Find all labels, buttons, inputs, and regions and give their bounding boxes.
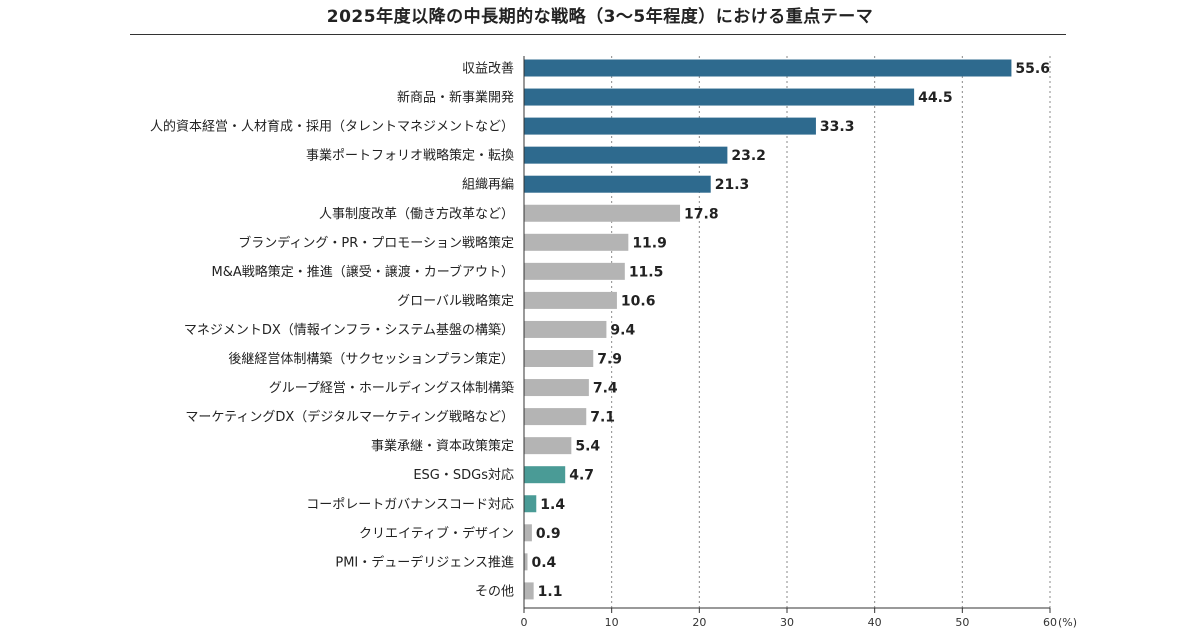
category-label: マネジメントDX（情報インフラ・システム基盤の構築） xyxy=(184,323,514,338)
value-label: 0.4 xyxy=(532,555,557,571)
category-label: ブランディング・PR・プロモーション戦略策定 xyxy=(238,235,514,251)
category-label: 収益改善 xyxy=(462,61,514,77)
category-label: 組織再編 xyxy=(462,177,514,193)
category-label: ESG・SDGs対応 xyxy=(413,468,514,483)
x-tick-label: 50 xyxy=(955,616,969,629)
bar xyxy=(524,524,532,542)
x-tick-label: 60 xyxy=(1043,616,1057,629)
title-rule xyxy=(130,34,1066,35)
bar xyxy=(524,204,681,222)
bars-layer xyxy=(524,59,1012,600)
category-label: グローバル戦略策定 xyxy=(397,293,514,309)
bar xyxy=(524,233,629,251)
category-label: 事業ポートフォリオ戦略策定・転換 xyxy=(306,148,514,164)
bar xyxy=(524,88,915,106)
category-label: コーポレートガバナンスコード対応 xyxy=(306,497,514,512)
category-label: M&A戦略策定・推進（譲受・譲渡・カーブアウト） xyxy=(212,264,514,280)
category-label: 事業承継・資本政策策定 xyxy=(371,438,514,454)
grid-layer xyxy=(611,56,1051,608)
category-label: 人的資本経営・人材育成・採用（タレントマネジメントなど） xyxy=(150,119,514,135)
unit-label: (%) xyxy=(1058,616,1077,629)
x-tick-label: 10 xyxy=(605,616,619,629)
value-label: 7.1 xyxy=(590,410,615,426)
x-tick-label: 40 xyxy=(868,616,882,629)
labels-layer: 収益改善 55.6 新商品・新事業開発 44.5 人的資本経営・人材育成・採用（タレント… xyxy=(150,61,1050,600)
value-label: 44.5 xyxy=(918,90,953,106)
value-label: 4.7 xyxy=(569,468,594,484)
category-label: グループ経営・ホールディングス体制構築 xyxy=(269,380,514,396)
value-label: 1.1 xyxy=(538,584,563,600)
value-label: 11.9 xyxy=(632,235,667,251)
x-tick-label: 30 xyxy=(780,616,794,629)
category-label: クリエイティブ・デザイン xyxy=(359,525,514,541)
value-label: 0.9 xyxy=(536,526,561,542)
value-label: 7.9 xyxy=(597,352,622,368)
bar xyxy=(524,350,594,367)
bar xyxy=(524,582,534,600)
value-label: 33.3 xyxy=(820,119,855,135)
ticks-layer: 0 10 20 30 40 50 60 xyxy=(521,608,1057,629)
value-label: 11.5 xyxy=(629,264,664,280)
category-label: マーケティングDX（デジタルマーケティング戦略など） xyxy=(185,409,514,425)
category-label: PMI・デューデリジェンス推進 xyxy=(335,554,514,570)
value-label: 5.4 xyxy=(575,439,600,455)
category-label: 人事制度改革（働き方改革など） xyxy=(319,206,514,222)
value-label: 55.6 xyxy=(1015,61,1050,77)
value-label: 23.2 xyxy=(731,148,766,164)
bar xyxy=(524,146,728,164)
bar xyxy=(524,466,566,484)
x-tick-label: 0 xyxy=(521,616,528,629)
x-tick-label: 20 xyxy=(692,616,706,629)
bar xyxy=(524,262,625,280)
bar xyxy=(524,379,589,397)
bar xyxy=(524,291,617,309)
value-label: 1.4 xyxy=(540,497,565,513)
bar xyxy=(524,437,572,455)
bar xyxy=(524,175,711,193)
value-label: 9.4 xyxy=(610,322,635,338)
bar xyxy=(524,495,537,513)
bar xyxy=(524,117,816,135)
category-label: その他 xyxy=(475,584,514,599)
category-label: 新商品・新事業開発 xyxy=(397,90,514,106)
category-label: 後継経営体制構築（サクセッションプラン策定） xyxy=(228,351,514,367)
bar xyxy=(524,408,587,426)
value-label: 7.4 xyxy=(593,381,618,397)
value-label: 21.3 xyxy=(715,177,750,193)
bar xyxy=(524,553,528,571)
bar xyxy=(524,320,607,338)
value-label: 10.6 xyxy=(621,293,656,309)
bar xyxy=(524,59,1012,77)
chart-title: 2025年度以降の中長期的な戦略（3〜5年程度）における重点テーマ xyxy=(326,7,874,27)
value-label: 17.8 xyxy=(684,206,719,222)
